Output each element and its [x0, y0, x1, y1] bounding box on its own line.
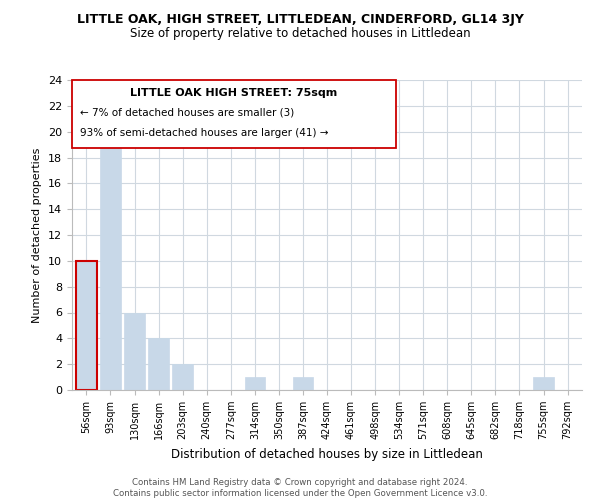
Bar — [245, 377, 265, 390]
Text: LITTLE OAK, HIGH STREET, LITTLEDEAN, CINDERFORD, GL14 3JY: LITTLE OAK, HIGH STREET, LITTLEDEAN, CIN… — [77, 12, 523, 26]
Text: LITTLE OAK HIGH STREET: 75sqm: LITTLE OAK HIGH STREET: 75sqm — [130, 88, 338, 98]
Bar — [100, 132, 121, 390]
Bar — [533, 377, 554, 390]
Bar — [76, 261, 97, 390]
Y-axis label: Number of detached properties: Number of detached properties — [32, 148, 43, 322]
Bar — [124, 312, 145, 390]
Text: 93% of semi-detached houses are larger (41) →: 93% of semi-detached houses are larger (… — [80, 128, 328, 138]
Text: ← 7% of detached houses are smaller (3): ← 7% of detached houses are smaller (3) — [80, 108, 294, 118]
X-axis label: Distribution of detached houses by size in Littledean: Distribution of detached houses by size … — [171, 448, 483, 460]
Text: Size of property relative to detached houses in Littledean: Size of property relative to detached ho… — [130, 28, 470, 40]
FancyBboxPatch shape — [72, 80, 396, 148]
Bar — [148, 338, 169, 390]
Bar — [172, 364, 193, 390]
Bar — [293, 377, 313, 390]
Text: Contains HM Land Registry data © Crown copyright and database right 2024.
Contai: Contains HM Land Registry data © Crown c… — [113, 478, 487, 498]
